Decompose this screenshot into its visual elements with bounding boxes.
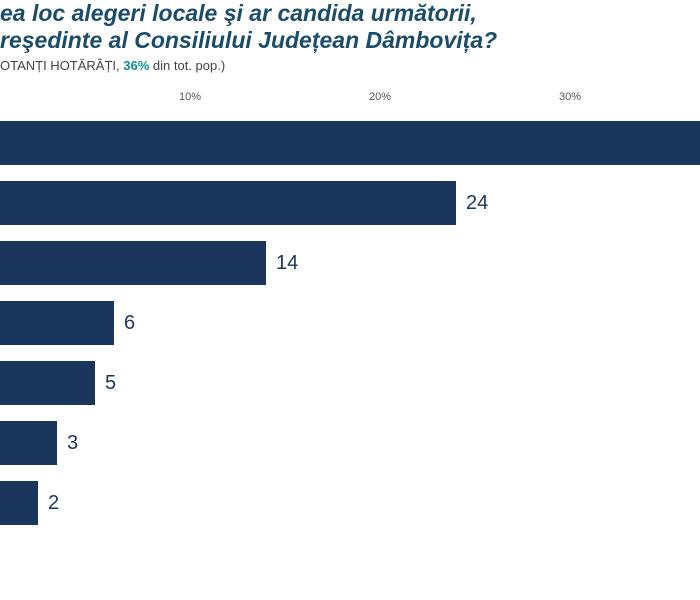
bar: [0, 241, 266, 285]
subtitle-suffix: din tot. pop.): [149, 58, 225, 73]
bar: [0, 121, 700, 165]
bars-container: 24 14 6 5 3 2: [0, 121, 700, 541]
bar-row: 2: [0, 481, 700, 525]
bar: [0, 421, 57, 465]
bar: [0, 181, 456, 225]
title-line-2: reşedinte al Consiliului Județean Dâmbov…: [0, 27, 700, 54]
subtitle-prefix: OTANȚI HOTĂRÂȚI,: [0, 58, 123, 73]
title-block: ea loc alegeri locale şi ar candida urmă…: [0, 0, 700, 73]
bar-value-label: 14: [276, 252, 298, 275]
bar-value-label: 6: [124, 312, 135, 335]
title-line-1: ea loc alegeri locale şi ar candida urmă…: [0, 0, 700, 27]
subtitle: OTANȚI HOTĂRÂȚI, 36% din tot. pop.): [0, 58, 700, 73]
bar-row: [0, 121, 700, 165]
bar-value-label: 3: [67, 432, 78, 455]
subtitle-highlight: 36%: [123, 58, 149, 73]
bar-value-label: 24: [466, 192, 488, 215]
axis-tick-label: 10%: [179, 91, 201, 103]
axis-tick-label: 20%: [369, 91, 391, 103]
bar-row: 24: [0, 181, 700, 225]
bar-row: 14: [0, 241, 700, 285]
bar: [0, 361, 95, 405]
bar-value-label: 5: [105, 372, 116, 395]
bar-value-label: 2: [48, 492, 59, 515]
bar-chart: 10% 20% 30% 24 14 6 5 3 2: [0, 91, 700, 571]
bar: [0, 301, 114, 345]
bar-row: 3: [0, 421, 700, 465]
axis-tick-label: 30%: [559, 91, 581, 103]
bar-row: 5: [0, 361, 700, 405]
bar-row: 6: [0, 301, 700, 345]
bar: [0, 481, 38, 525]
